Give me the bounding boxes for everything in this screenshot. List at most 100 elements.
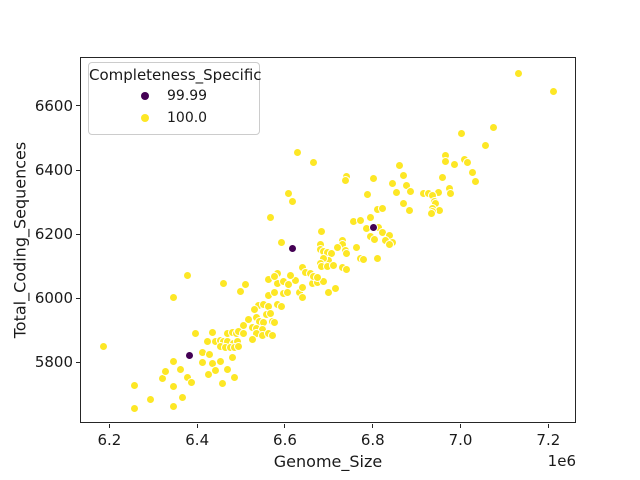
legend-entry-99-99: 99.99 bbox=[141, 85, 259, 107]
y-tick-label: 5800 bbox=[34, 353, 73, 372]
x-tick-label: 6.2 bbox=[97, 431, 122, 449]
y-tick-label: 6200 bbox=[34, 225, 73, 244]
data-point bbox=[222, 364, 232, 374]
legend-title: Completeness_Specific bbox=[89, 66, 262, 84]
data-point bbox=[372, 253, 382, 263]
data-point bbox=[356, 216, 366, 226]
data-point bbox=[169, 292, 179, 302]
data-point bbox=[187, 377, 197, 387]
data-point bbox=[388, 178, 398, 188]
data-point bbox=[308, 158, 318, 168]
x-tick-mark bbox=[108, 424, 110, 428]
data-point bbox=[298, 282, 308, 292]
data-point bbox=[437, 172, 447, 182]
data-point bbox=[130, 380, 140, 390]
data-point bbox=[267, 330, 277, 340]
y-tick-mark bbox=[76, 297, 80, 299]
y-tick-mark bbox=[76, 105, 80, 107]
data-point bbox=[98, 341, 108, 351]
data-point bbox=[401, 180, 411, 190]
x-axis-offset-label: 1e6 bbox=[547, 452, 576, 470]
data-point bbox=[215, 356, 225, 366]
data-point bbox=[446, 188, 456, 198]
y-tick-mark bbox=[76, 169, 80, 171]
data-point bbox=[285, 270, 295, 280]
data-point bbox=[290, 275, 300, 285]
data-point bbox=[365, 212, 375, 222]
x-tick-label: 6.4 bbox=[185, 431, 210, 449]
y-axis-label: Total_Coding_Sequences bbox=[10, 141, 30, 339]
data-point bbox=[488, 122, 498, 132]
x-tick-mark bbox=[196, 424, 198, 428]
data-point bbox=[270, 317, 280, 327]
data-point bbox=[145, 394, 155, 404]
data-point bbox=[227, 353, 237, 363]
data-point bbox=[342, 265, 352, 275]
data-point bbox=[217, 378, 227, 388]
data-point bbox=[404, 205, 414, 215]
data-point bbox=[426, 209, 436, 219]
legend-marker-yellow-icon bbox=[141, 114, 149, 122]
x-tick-label: 6.8 bbox=[360, 431, 385, 449]
x-tick-mark bbox=[460, 424, 462, 428]
data-point bbox=[198, 357, 208, 367]
data-point bbox=[269, 272, 279, 282]
data-point bbox=[182, 270, 192, 280]
y-tick-mark bbox=[76, 361, 80, 363]
data-point bbox=[342, 249, 352, 259]
data-point bbox=[368, 173, 378, 183]
data-point bbox=[457, 129, 467, 139]
data-point bbox=[282, 287, 292, 297]
data-point bbox=[440, 156, 450, 166]
data-point bbox=[247, 334, 257, 344]
data-point bbox=[328, 260, 338, 270]
data-point bbox=[277, 237, 287, 247]
data-point bbox=[265, 212, 275, 222]
data-point bbox=[203, 369, 213, 379]
data-point bbox=[182, 372, 192, 382]
data-point bbox=[462, 158, 472, 168]
x-tick-label: 6.6 bbox=[273, 431, 297, 449]
x-axis-label: Genome_Size bbox=[273, 452, 383, 471]
data-point bbox=[160, 366, 170, 376]
data-point bbox=[340, 176, 350, 186]
data-point bbox=[269, 288, 279, 298]
data-point bbox=[468, 168, 478, 178]
data-point bbox=[230, 372, 240, 382]
x-tick-mark bbox=[547, 424, 549, 428]
data-point bbox=[190, 328, 200, 338]
data-point bbox=[169, 356, 179, 366]
data-point bbox=[394, 161, 404, 171]
data-point bbox=[392, 187, 402, 197]
data-point bbox=[548, 87, 558, 97]
data-point bbox=[399, 198, 409, 208]
data-point bbox=[358, 254, 368, 264]
data-point bbox=[384, 240, 394, 250]
data-point bbox=[363, 189, 373, 199]
data-point bbox=[276, 301, 286, 311]
data-point bbox=[313, 273, 323, 283]
x-tick-mark bbox=[372, 424, 374, 428]
data-point bbox=[406, 186, 416, 196]
data-point bbox=[368, 222, 378, 232]
legend-entry-label: 99.99 bbox=[167, 88, 208, 104]
data-point bbox=[287, 196, 297, 206]
x-tick-label: 7.2 bbox=[536, 431, 561, 449]
legend-marker-purple-icon bbox=[141, 92, 149, 100]
data-point bbox=[205, 349, 215, 359]
data-point bbox=[398, 170, 408, 180]
data-point bbox=[175, 364, 185, 374]
x-tick-mark bbox=[284, 424, 286, 428]
data-point bbox=[238, 328, 248, 338]
data-point bbox=[184, 350, 194, 360]
data-point bbox=[352, 242, 362, 252]
data-point bbox=[332, 242, 342, 252]
data-point bbox=[218, 278, 228, 288]
data-point bbox=[234, 341, 244, 351]
data-point bbox=[130, 403, 140, 413]
data-point bbox=[330, 283, 340, 293]
data-point bbox=[287, 243, 297, 253]
legend-entry-100-0: 100.0 bbox=[141, 107, 259, 129]
data-point bbox=[370, 234, 380, 244]
